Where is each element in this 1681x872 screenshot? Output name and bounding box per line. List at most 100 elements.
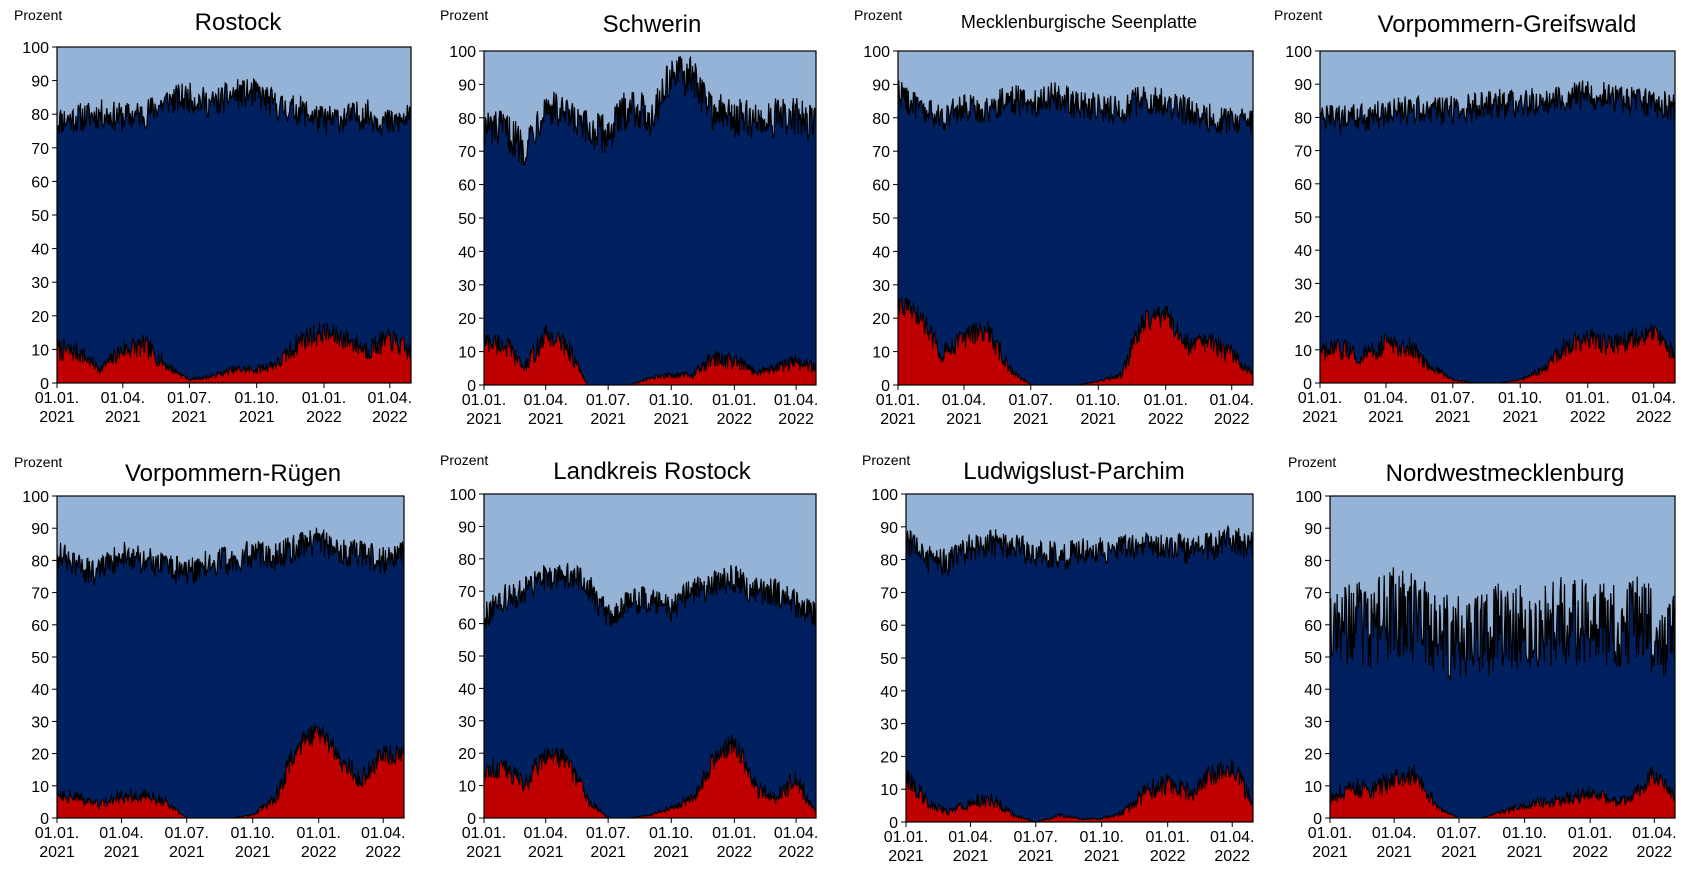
x-tick-label: 01.07. [586, 825, 630, 842]
y-tick-label: 30 [880, 717, 898, 734]
y-tick-label: 80 [458, 111, 476, 128]
panel-title: Mecklenburgische Seenplatte [961, 12, 1197, 32]
x-tick-year-label: 2022 [1214, 848, 1250, 865]
x-tick-year-label: 2022 [717, 411, 753, 428]
x-tick-year-label: 2021 [653, 844, 689, 861]
y-tick-label: 70 [458, 584, 476, 601]
y-tick-label: 10 [31, 779, 49, 796]
y-axis-unit-label: Prozent [14, 454, 62, 470]
x-tick-year-label: 2021 [466, 844, 502, 861]
x-tick-label: 01.01. [35, 825, 79, 842]
x-tick-year-label: 2021 [888, 848, 924, 865]
lower-boundary-line [905, 758, 1254, 823]
y-tick-label: 20 [1294, 310, 1312, 327]
panel-3: 0 10 20 30 40 50 60 70 80 90 100 01.01. 2021 01.04. 20… [854, 7, 1254, 428]
band-bottom-area [57, 322, 411, 383]
x-tick-label: 01.07. [1014, 829, 1058, 846]
x-tick-year-label: 2022 [1150, 848, 1186, 865]
y-tick-label: 30 [458, 278, 476, 295]
y-tick-label: 40 [1304, 682, 1322, 699]
x-tick-label: 01.04. [1632, 825, 1676, 842]
x-tick-label: 01.10. [1502, 825, 1546, 842]
x-tick-label: 01.04. [1364, 390, 1408, 407]
x-tick-year-label: 2021 [235, 844, 271, 861]
x-tick-label: 01.01. [462, 825, 506, 842]
y-axis-unit-label: Prozent [1274, 7, 1322, 23]
x-tick-label: 01.10. [1079, 829, 1123, 846]
y-tick-label: 20 [31, 309, 49, 326]
y-tick-label: 60 [458, 617, 476, 634]
x-tick-year-label: 2022 [372, 409, 408, 426]
y-tick-label: 50 [458, 211, 476, 228]
band-middle-area [1330, 567, 1675, 818]
y-tick-label: 70 [872, 144, 890, 161]
y-axis-unit-label: Prozent [440, 452, 488, 468]
x-tick-year-label: 2021 [528, 411, 564, 428]
x-tick-label: 01.01. [35, 390, 79, 407]
y-tick-label: 40 [31, 242, 49, 259]
y-tick-label: 0 [40, 811, 49, 828]
y-axis-unit-label: Prozent [440, 7, 488, 23]
x-tick-year-label: 2021 [172, 409, 208, 426]
x-tick-year-label: 2022 [1570, 409, 1606, 426]
y-tick-label: 50 [1304, 650, 1322, 667]
x-tick-year-label: 2021 [466, 411, 502, 428]
y-tick-label: 50 [31, 650, 49, 667]
x-tick-label: 01.01. [712, 825, 756, 842]
y-tick-label: 40 [31, 682, 49, 699]
x-tick-label: 01.01. [1143, 392, 1187, 409]
band-middle-area [906, 526, 1253, 822]
band-bottom-area [906, 759, 1253, 822]
y-tick-label: 90 [1304, 521, 1322, 538]
x-tick-year-label: 2021 [1502, 409, 1538, 426]
x-tick-year-label: 2021 [105, 409, 141, 426]
upper-boundary-line [905, 524, 1254, 576]
x-tick-label: 01.10. [649, 392, 693, 409]
upper-boundary-line [483, 562, 817, 630]
x-tick-year-label: 2021 [653, 411, 689, 428]
x-tick-year-label: 2021 [590, 844, 626, 861]
y-tick-label: 50 [872, 211, 890, 228]
x-tick-label: 01.01. [1565, 390, 1609, 407]
x-tick-year-label: 2021 [528, 844, 564, 861]
upper-boundary-line [56, 77, 412, 137]
lower-boundary-line [56, 322, 412, 382]
y-tick-label: 10 [880, 782, 898, 799]
y-tick-label: 90 [1294, 77, 1312, 94]
y-tick-label: 0 [40, 376, 49, 393]
x-tick-label: 01.04. [1210, 829, 1254, 846]
x-tick-label: 01.04. [948, 829, 992, 846]
y-tick-label: 20 [458, 311, 476, 328]
y-tick-label: 30 [31, 275, 49, 292]
x-tick-year-label: 2022 [1214, 411, 1250, 428]
x-tick-label: 01.10. [1076, 392, 1120, 409]
y-tick-label: 100 [22, 40, 49, 57]
x-tick-label: 01.10. [1498, 390, 1542, 407]
y-tick-label: 90 [31, 521, 49, 538]
panel-8: 0 10 20 30 40 50 60 70 80 90 100 01.01. 2021 01.04. 20… [1288, 454, 1677, 861]
y-axis-unit-label: Prozent [854, 7, 902, 23]
x-tick-year-label: 2021 [1435, 409, 1471, 426]
x-tick-year-label: 2022 [365, 844, 401, 861]
x-tick-year-label: 2022 [306, 409, 342, 426]
x-tick-year-label: 2021 [1507, 844, 1543, 861]
y-tick-label: 10 [31, 342, 49, 359]
panel-title: Vorpommern-Greifswald [1378, 11, 1637, 38]
y-tick-label: 70 [1304, 586, 1322, 603]
band-bottom-area [484, 324, 816, 385]
x-tick-year-label: 2021 [1441, 844, 1477, 861]
y-tick-label: 0 [467, 378, 476, 395]
x-tick-label: 01.07. [1431, 390, 1475, 407]
panel-title: Nordwestmecklenburg [1386, 460, 1625, 487]
x-tick-year-label: 2021 [39, 844, 75, 861]
y-tick-label: 70 [1294, 144, 1312, 161]
lower-boundary-line [483, 324, 817, 386]
panel-1: 0 10 20 30 40 50 60 70 80 90 100 01.01. 2021 01.04. 20… [14, 7, 412, 426]
y-tick-label: 10 [1294, 343, 1312, 360]
x-tick-label: 01.04. [942, 392, 986, 409]
y-tick-label: 90 [458, 519, 476, 536]
y-tick-label: 20 [31, 747, 49, 764]
y-tick-label: 70 [458, 144, 476, 161]
x-tick-year-label: 2021 [1080, 411, 1116, 428]
